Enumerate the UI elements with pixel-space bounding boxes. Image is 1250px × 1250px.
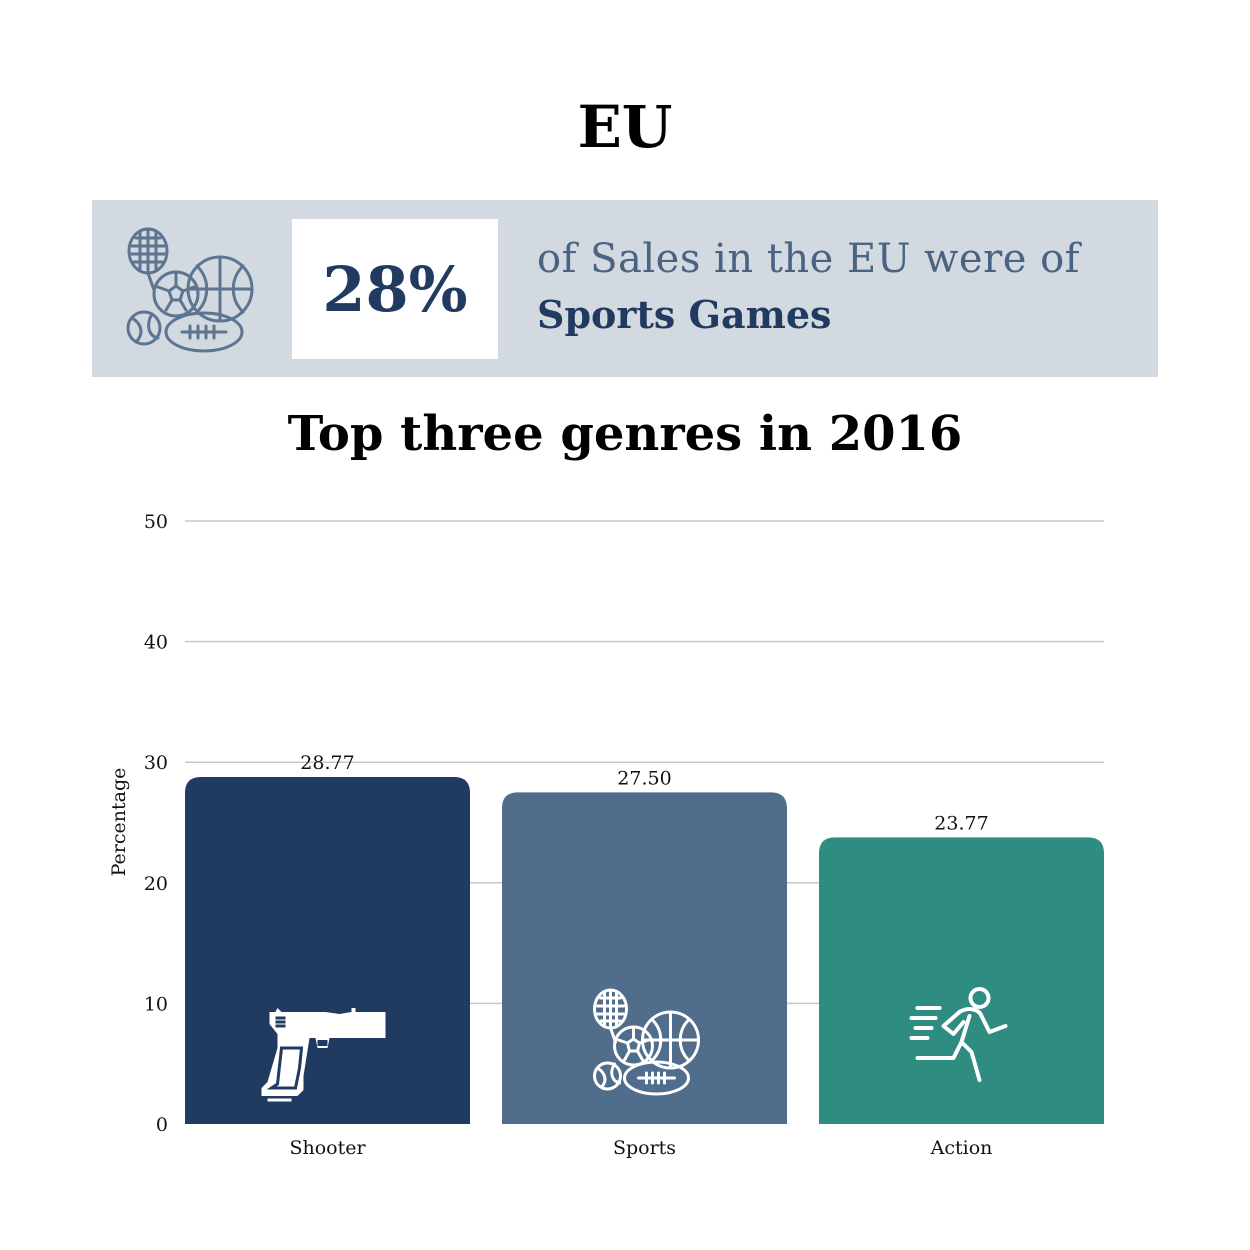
x-tick-label: Sports	[613, 1137, 676, 1159]
y-tick-label: 40	[144, 632, 168, 654]
data-label: 28.77	[300, 752, 354, 774]
sports-balls-icon	[126, 227, 254, 353]
y-tick-label: 50	[144, 511, 168, 533]
y-tick-label: 10	[144, 993, 168, 1015]
chart-title: Top three genres in 2016	[287, 406, 963, 462]
y-tick-label: 20	[144, 873, 168, 895]
data-label: 27.50	[617, 767, 671, 789]
sales-banner: 28% of Sales in the EU were of Sports Ga…	[92, 200, 1158, 377]
y-tick-label: 30	[144, 752, 168, 774]
bar-action	[819, 837, 1104, 1124]
stat-value: 28%	[292, 219, 498, 359]
bar-shooter	[185, 777, 470, 1124]
region-title: EU	[577, 93, 673, 161]
bar-sports	[502, 792, 787, 1124]
stat-category: Sports Games	[537, 292, 832, 337]
x-tick-label: Action	[930, 1137, 993, 1159]
y-tick-label: 0	[156, 1114, 168, 1136]
stat-description: of Sales in the EU were of	[537, 236, 1080, 282]
y-axis-title: Percentage	[108, 768, 130, 877]
data-label: 23.77	[934, 812, 988, 834]
x-tick-label: Shooter	[289, 1137, 366, 1159]
